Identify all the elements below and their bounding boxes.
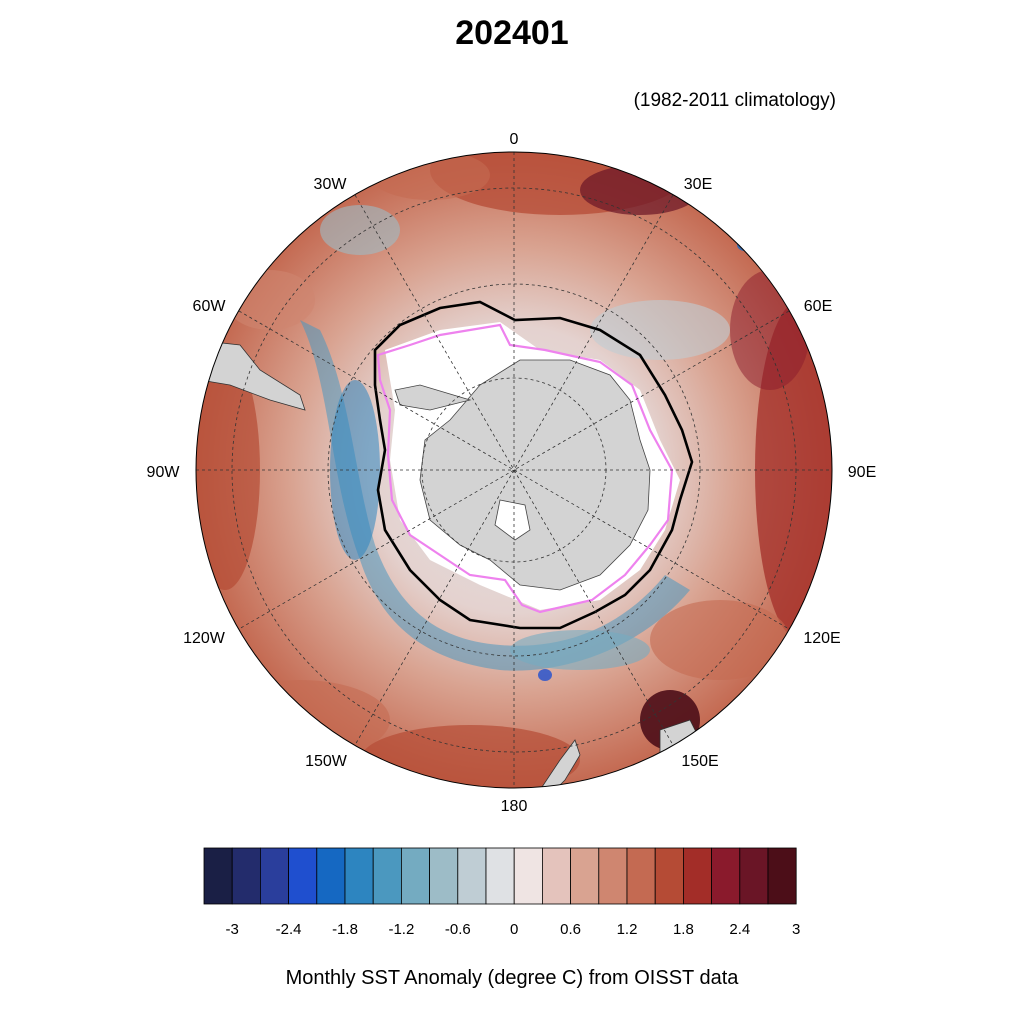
colorbar-swatch (683, 847, 713, 905)
map-title: 202401 (455, 14, 569, 52)
colorbar-swatch (513, 847, 543, 905)
lon-label-120e: 120E (803, 630, 840, 647)
colorbar-swatch (739, 847, 769, 905)
lon-label-150e: 150E (681, 753, 718, 770)
colorbar-swatch (598, 847, 628, 905)
lon-label-150w: 150W (305, 753, 348, 770)
colorbar-swatch (767, 847, 797, 905)
colorbar-tick-label: -3 (226, 921, 239, 938)
colorbar-swatch (570, 847, 600, 905)
colorbar-swatch (457, 847, 487, 905)
colorbar-swatch (231, 847, 261, 905)
lon-label-0: 0 (510, 131, 519, 148)
colorbar-swatch (259, 847, 289, 905)
colorbar-tick-label: -1.2 (388, 921, 414, 938)
colorbar-swatch (542, 847, 572, 905)
lon-label-90w: 90W (147, 464, 181, 481)
colorbar-tick-label: 0.6 (560, 921, 581, 938)
graticule (196, 152, 832, 788)
lon-label-180: 180 (501, 798, 528, 815)
colorbar-swatch (203, 847, 233, 905)
lon-label-60w: 60W (193, 298, 227, 315)
colorbar-tick-label: 1.8 (673, 921, 694, 938)
colorbar: -3 -2.4 -1.8 -1.2 -0.6 0 0.6 1.2 1.8 2.4 3 (203, 847, 800, 938)
climatology-ice-edge-line (373, 300, 694, 630)
colorbar-swatch (485, 847, 515, 905)
colorbar-swatch (316, 847, 346, 905)
colorbar-swatch (400, 847, 430, 905)
footer-caption: Monthly SST Anomaly (degree C) from OISS… (285, 967, 739, 989)
ross-ice-shelf (494, 499, 531, 541)
colorbar-tick-label: -0.6 (445, 921, 471, 938)
colorbar-tick-label: 2.4 (729, 921, 750, 938)
lon-label-60e: 60E (804, 298, 832, 315)
lon-label-30e: 30E (684, 176, 712, 193)
colorbar-tick-label: -2.4 (276, 921, 302, 938)
lon-label-120w: 120W (183, 630, 226, 647)
antarctic-peninsula (394, 384, 472, 411)
colorbar-tick-label: -1.8 (332, 921, 358, 938)
colorbar-tick-label: 1.2 (617, 921, 638, 938)
colorbar-swatch (626, 847, 656, 905)
colorbar-swatch (711, 847, 741, 905)
lon-label-30w: 30W (314, 176, 348, 193)
map-border (195, 151, 833, 789)
climatology-subtitle: (1982-2011 climatology) (633, 90, 836, 111)
colorbar-swatch (288, 847, 318, 905)
colorbar-tick-label: 3 (792, 921, 800, 938)
lon-label-90e: 90E (848, 464, 876, 481)
colorbar-swatch (429, 847, 459, 905)
colorbar-swatch (372, 847, 402, 905)
current-ice-edge-line (376, 323, 674, 614)
colorbar-tick-label: 0 (510, 921, 518, 938)
colorbar-swatch (344, 847, 374, 905)
colorbar-swatch (654, 847, 684, 905)
